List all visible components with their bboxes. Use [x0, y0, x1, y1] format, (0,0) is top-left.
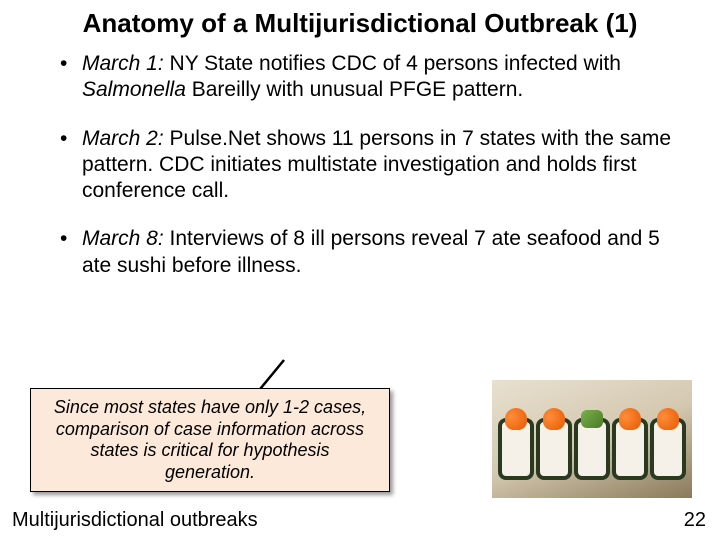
- bullet-list: March 1: NY State notifies CDC of 4 pers…: [0, 51, 720, 279]
- bullet-text-post: Bareilly with unusual PFGE pattern.: [186, 78, 523, 101]
- sushi-roll-icon: [498, 418, 534, 480]
- sushi-roll-icon: [650, 418, 686, 480]
- bullet-item: March 2: Pulse.Net shows 11 persons in 7…: [60, 126, 680, 205]
- sushi-roll-icon: [574, 418, 610, 480]
- bullet-text-pre: Pulse.Net shows 11 persons in 7 states w…: [82, 127, 671, 203]
- sushi-roll-icon: [612, 418, 648, 480]
- sushi-roll-icon: [536, 418, 572, 480]
- bullet-date: March 8:: [82, 227, 164, 250]
- callout-box: Since most states have only 1-2 cases, c…: [30, 388, 390, 492]
- slide-title: Anatomy of a Multijurisdictional Outbrea…: [0, 0, 720, 51]
- bullet-date: March 2:: [82, 127, 164, 150]
- sushi-photo: [492, 380, 692, 498]
- bullet-date: March 1:: [82, 52, 164, 75]
- page-number: 22: [684, 509, 706, 532]
- scientific-name: Salmonella: [82, 78, 186, 101]
- bullet-text-pre: Interviews of 8 ill persons reveal 7 ate…: [82, 227, 660, 276]
- bullet-text-pre: NY State notifies CDC of 4 persons infec…: [164, 52, 621, 75]
- bullet-item: March 1: NY State notifies CDC of 4 pers…: [60, 51, 680, 104]
- bullet-item: March 8: Interviews of 8 ill persons rev…: [60, 226, 680, 279]
- footer-text: Multijurisdictional outbreaks: [12, 509, 258, 532]
- sushi-row: [498, 410, 686, 480]
